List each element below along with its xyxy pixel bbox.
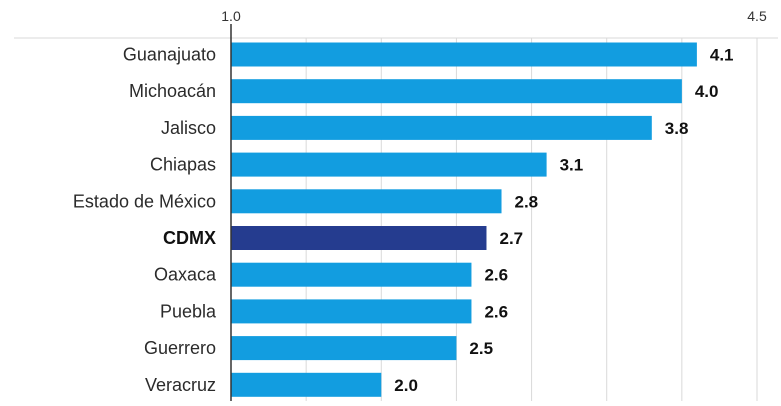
bar xyxy=(231,372,382,397)
bar xyxy=(231,42,697,67)
bar xyxy=(231,79,682,104)
category-label: Chiapas xyxy=(150,155,216,175)
value-label: 2.0 xyxy=(394,376,418,395)
value-label: 3.1 xyxy=(560,156,584,175)
value-label: 2.8 xyxy=(515,192,539,211)
bar xyxy=(231,226,487,250)
bar xyxy=(231,299,472,324)
bar xyxy=(231,189,502,214)
axis: 1.0 4.5 xyxy=(221,8,767,401)
labels: Guanajuato 4.1 Michoacán 4.0 Jalisco 3.8 Chiap… xyxy=(73,45,734,395)
category-label: CDMX xyxy=(163,228,216,248)
value-label: 3.8 xyxy=(665,119,689,138)
bar xyxy=(231,336,457,361)
category-label: Guanajuato xyxy=(123,45,216,65)
bar xyxy=(231,262,472,287)
category-label: Puebla xyxy=(160,301,217,321)
value-label: 2.6 xyxy=(484,266,508,285)
bar xyxy=(231,115,652,140)
x-tick-label: 4.5 xyxy=(747,8,767,24)
x-tick-label: 1.0 xyxy=(221,8,241,24)
category-label: Oaxaca xyxy=(154,265,217,285)
value-label: 4.0 xyxy=(695,82,719,101)
value-label: 2.5 xyxy=(469,339,493,358)
category-label: Jalisco xyxy=(161,118,216,138)
category-label: Guerrero xyxy=(144,338,216,358)
bars xyxy=(231,42,697,397)
category-label: Estado de México xyxy=(73,191,216,211)
value-label: 2.6 xyxy=(484,302,508,321)
value-label: 4.1 xyxy=(710,46,734,65)
category-label: Veracruz xyxy=(145,375,216,395)
bar xyxy=(231,152,547,177)
category-label: Michoacán xyxy=(129,81,216,101)
value-label: 2.7 xyxy=(499,229,523,248)
